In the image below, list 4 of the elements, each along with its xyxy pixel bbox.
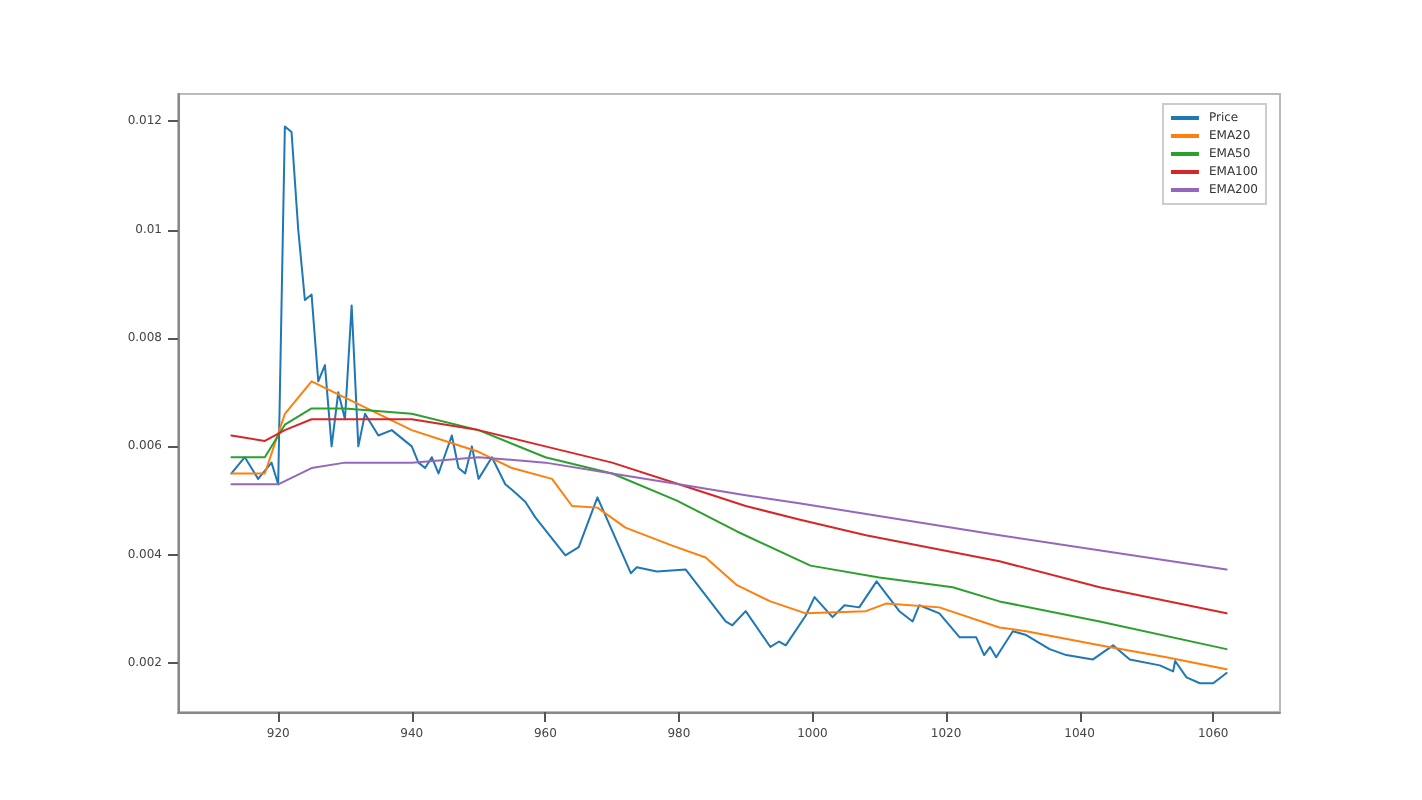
line-series xyxy=(230,380,1228,671)
line-series xyxy=(230,418,1228,615)
line-series xyxy=(230,407,1228,651)
line-series xyxy=(230,456,1228,571)
